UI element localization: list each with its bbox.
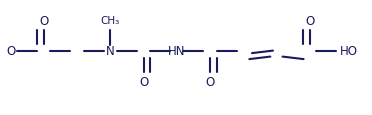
Text: HN: HN <box>168 45 186 58</box>
Text: O: O <box>6 45 15 58</box>
Text: HO: HO <box>340 45 357 58</box>
Text: O: O <box>39 15 48 28</box>
Text: CH₃: CH₃ <box>101 16 120 25</box>
Text: O: O <box>205 75 215 88</box>
Text: N: N <box>106 45 115 58</box>
Text: O: O <box>305 15 314 28</box>
Text: O: O <box>139 75 148 88</box>
